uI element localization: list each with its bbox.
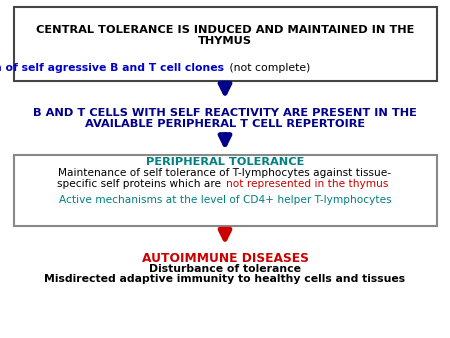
FancyArrowPatch shape [220, 135, 230, 145]
FancyArrowPatch shape [220, 83, 230, 93]
Text: AVAILABLE PERIPHERAL T CELL REPERTOIRE: AVAILABLE PERIPHERAL T CELL REPERTOIRE [85, 119, 365, 129]
FancyBboxPatch shape [14, 155, 436, 226]
Text: Maintenance of self tolerance of T-lymphocytes against tissue-: Maintenance of self tolerance of T-lymph… [58, 168, 392, 178]
Text: specific self proteins which are: specific self proteins which are [57, 178, 224, 189]
Text: AUTOIMMUNE DISEASES: AUTOIMMUNE DISEASES [142, 252, 308, 265]
FancyArrowPatch shape [220, 229, 230, 239]
Text: CENTRAL TOLERANCE IS INDUCED AND MAINTAINED IN THE
THYMUS: CENTRAL TOLERANCE IS INDUCED AND MAINTAI… [36, 25, 414, 46]
Text: Disturbance of tolerance: Disturbance of tolerance [149, 264, 301, 274]
Text: not represented in the thymus: not represented in the thymus [226, 178, 388, 189]
Text: Misdirected adaptive immunity to healthy cells and tissues: Misdirected adaptive immunity to healthy… [45, 274, 405, 284]
Text: (not complete): (not complete) [226, 63, 310, 73]
Text: B AND T CELLS WITH SELF REACTIVITY ARE PRESENT IN THE: B AND T CELLS WITH SELF REACTIVITY ARE P… [33, 108, 417, 118]
FancyBboxPatch shape [14, 7, 436, 81]
Text: Clonal deletion of self agressive B and T cell clones: Clonal deletion of self agressive B and … [0, 63, 224, 73]
Text: Active mechanisms at the level of CD4+ helper T-lymphocytes: Active mechanisms at the level of CD4+ h… [58, 195, 392, 205]
Text: Clonal deletion of self agressive B and T cell clones (not complete): Clonal deletion of self agressive B and … [21, 63, 429, 73]
Text: PERIPHERAL TOLERANCE: PERIPHERAL TOLERANCE [146, 157, 304, 167]
